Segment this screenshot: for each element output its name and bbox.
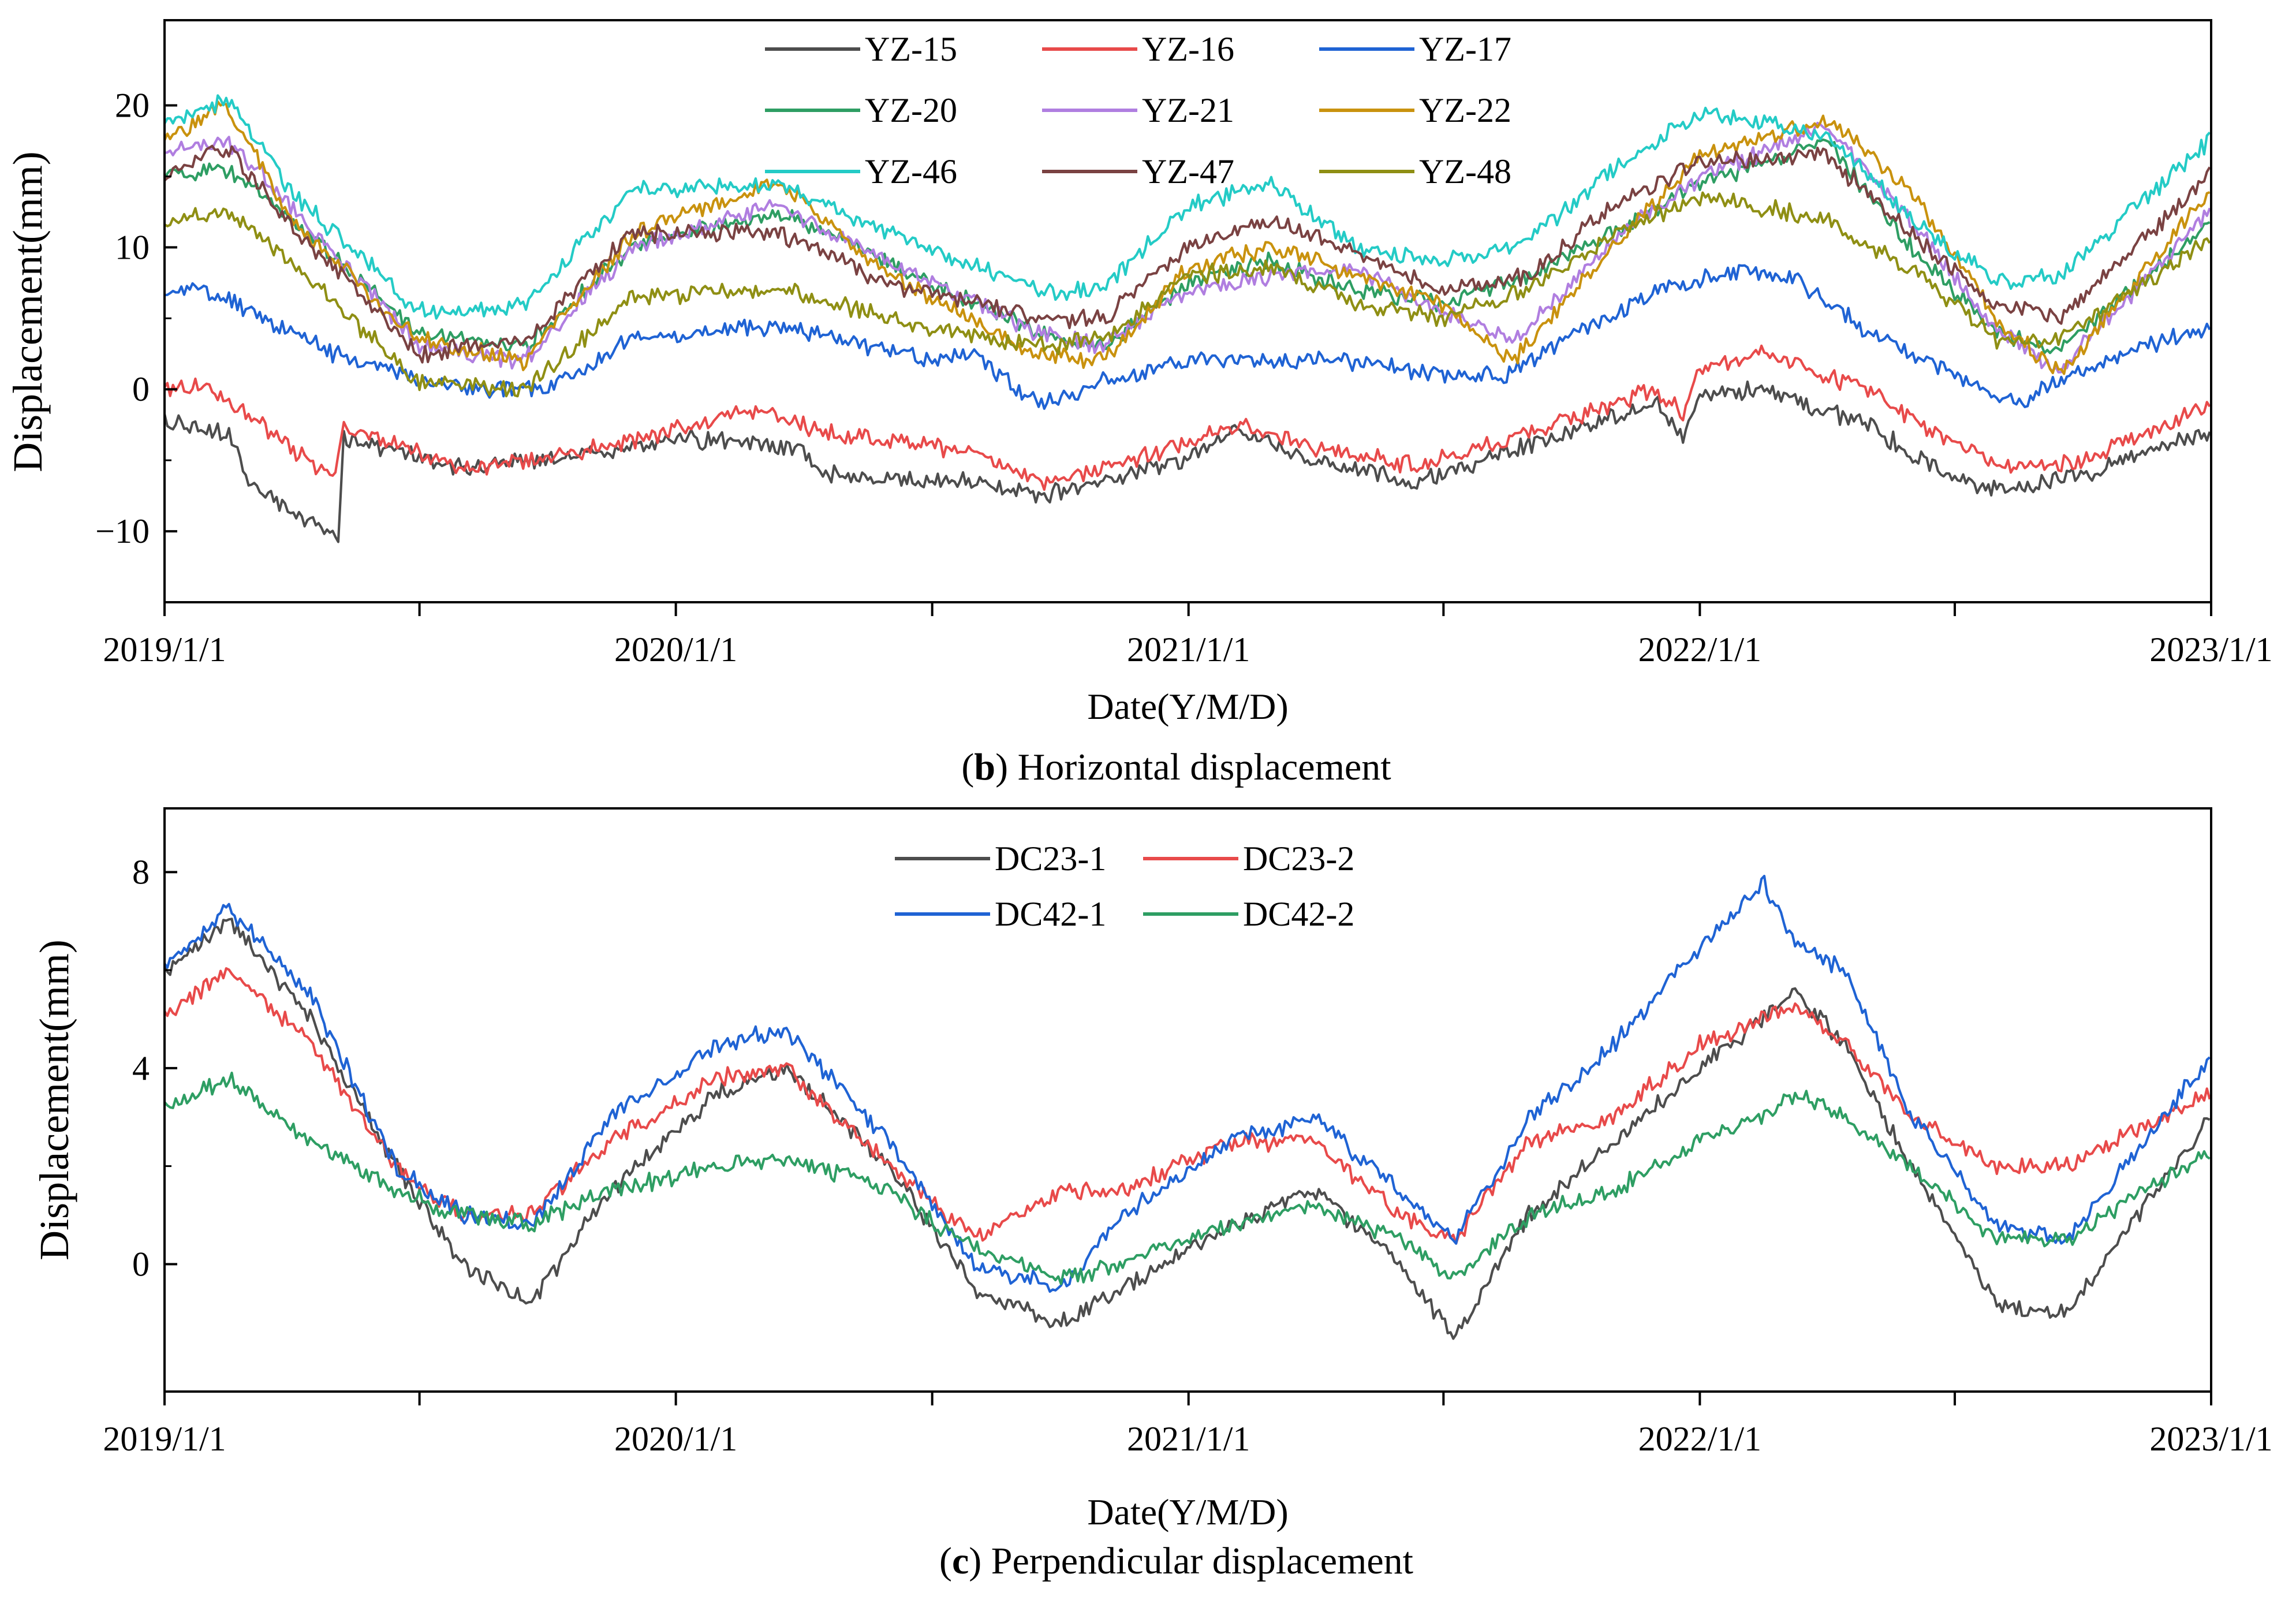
series-line-yz-15 xyxy=(165,380,2211,543)
legend-label: YZ-17 xyxy=(1419,30,1511,68)
legend-label: YZ-21 xyxy=(1142,91,1234,129)
series-line-yz-21 xyxy=(165,121,2211,374)
legend-label: YZ-48 xyxy=(1419,152,1511,191)
series-group xyxy=(165,94,2211,543)
series-line-yz-46 xyxy=(165,94,2211,320)
y-tick-label: 10 xyxy=(115,228,150,266)
legend-label: DC23-1 xyxy=(995,840,1106,878)
legend-label: YZ-20 xyxy=(865,91,957,129)
series-line-dc42-2 xyxy=(165,1071,2211,1285)
x-tick-label: 2023/1/1 xyxy=(2149,1420,2272,1458)
legend-label: YZ-16 xyxy=(1142,30,1234,68)
legend-label: YZ-22 xyxy=(1419,91,1511,129)
panel-caption: (c) Perpendicular displacement xyxy=(939,1540,1413,1582)
chart-panel-b: −10 0 10 20 2019/1/1 2020/1/1 2021/1/1 2022/1/1… xyxy=(5,19,2273,788)
legend-label: DC23-2 xyxy=(1243,840,1354,878)
series-line-yz-47 xyxy=(165,144,2211,364)
x-tick-label: 2021/1/1 xyxy=(1127,1420,1250,1458)
x-tick-label: 2020/1/1 xyxy=(614,631,737,669)
x-tick-label: 2019/1/1 xyxy=(103,631,226,669)
legend-label: DC42-2 xyxy=(1243,895,1354,933)
series-line-yz-22 xyxy=(165,100,2211,375)
x-axis-label: Date(Y/M/D) xyxy=(1087,1491,1288,1532)
series-line-dc23-2 xyxy=(165,967,2211,1245)
y-tick-label: 20 xyxy=(115,87,150,125)
y-tick-label: 4 xyxy=(132,1049,150,1087)
x-axis-label: Date(Y/M/D) xyxy=(1087,686,1288,727)
x-tick-label: 2022/1/1 xyxy=(1638,1420,1761,1458)
y-tick-label: 0 xyxy=(132,1245,150,1283)
y-tick-label: 0 xyxy=(132,370,150,408)
series-line-yz-48 xyxy=(165,191,2211,398)
x-tick-label: 2021/1/1 xyxy=(1127,631,1250,669)
series-group xyxy=(165,875,2211,1340)
x-tick-label: 2019/1/1 xyxy=(103,1420,226,1458)
y-tick-label: −10 xyxy=(95,512,150,550)
x-tick-label: 2022/1/1 xyxy=(1638,631,1761,669)
legend-label: DC42-1 xyxy=(995,895,1106,933)
y-tick-label: 8 xyxy=(132,853,150,891)
legend-label: YZ-46 xyxy=(865,152,957,191)
legend: DC23-1 DC23-2 DC42-1 DC42-2 xyxy=(895,840,1354,933)
series-line-yz-16 xyxy=(165,344,2211,491)
legend-label: YZ-15 xyxy=(865,30,957,68)
x-tick-label: 2023/1/1 xyxy=(2149,631,2272,669)
chart-panel-c: 0 4 8 2019/1/1 2020/1/1 2021/1/1 2022/1/1 2023/… xyxy=(31,807,2273,1582)
y-axis-label: Displacement(mm) xyxy=(5,151,51,472)
series-line-dc23-1 xyxy=(165,918,2211,1340)
legend: YZ-15 YZ-16 YZ-17 YZ-20 YZ-21 YZ-22 YZ-46 YZ-47… xyxy=(765,30,1511,191)
y-axis-label: Displacement(mm) xyxy=(31,939,77,1260)
series-line-dc42-1 xyxy=(165,875,2211,1293)
panel-caption: (b) Horizontal displacement xyxy=(961,746,1391,788)
legend-label: YZ-47 xyxy=(1142,152,1234,191)
x-tick-label: 2020/1/1 xyxy=(614,1420,737,1458)
